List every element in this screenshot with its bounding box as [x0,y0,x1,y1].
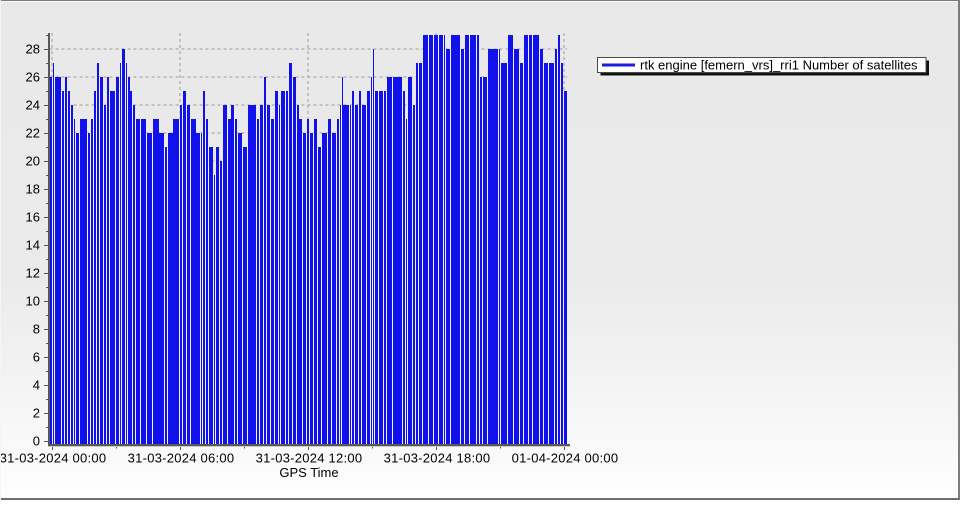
svg-text:31-03-2024 12:00: 31-03-2024 12:00 [256,451,363,466]
svg-text:26: 26 [26,70,40,85]
svg-text:8: 8 [33,322,40,337]
svg-text:31-03-2024 06:00: 31-03-2024 06:00 [128,451,235,466]
svg-text:31-03-2024 00:00: 31-03-2024 00:00 [0,451,106,466]
svg-text:31-03-2024 18:00: 31-03-2024 18:00 [384,451,491,466]
svg-text:GPS Time: GPS Time [279,465,338,480]
svg-text:18: 18 [26,182,40,197]
svg-text:20: 20 [26,154,40,169]
svg-text:01-04-2024 00:00: 01-04-2024 00:00 [512,451,619,466]
svg-text:rtk engine [femern_vrs]_rri1 N: rtk engine [femern_vrs]_rri1 Number of s… [640,58,918,73]
svg-text:2: 2 [33,406,40,421]
svg-text:24: 24 [26,98,40,113]
svg-text:14: 14 [26,238,40,253]
svg-text:10: 10 [26,294,40,309]
svg-text:6: 6 [33,350,40,365]
svg-text:4: 4 [33,378,40,393]
svg-text:28: 28 [26,42,40,57]
svg-text:0: 0 [33,434,40,449]
svg-text:22: 22 [26,126,40,141]
svg-text:12: 12 [26,266,40,281]
svg-text:16: 16 [26,210,40,225]
